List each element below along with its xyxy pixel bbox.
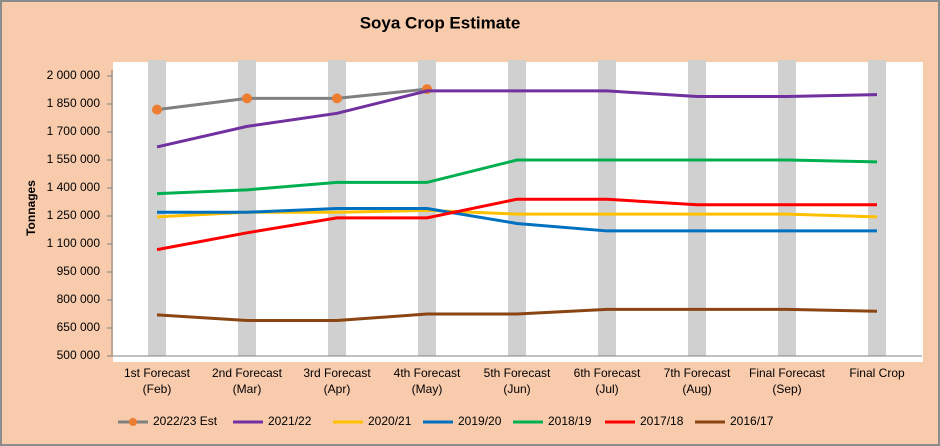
x-tick-label: Final Forecast (Sep) <box>749 366 826 396</box>
legend-label: 2019/20 <box>458 414 502 428</box>
legend-marker <box>129 418 137 426</box>
x-tick-label: 7th Forecast (Aug) <box>664 366 731 396</box>
y-tick-label: 1 550 000 <box>47 152 101 166</box>
column-band <box>508 60 526 356</box>
x-tick-label: 1st Forecast (Feb) <box>124 366 191 396</box>
series-line <box>156 197 877 252</box>
x-tick-label: 3rd Forecast (Apr) <box>303 366 371 396</box>
legend-label: 2016/17 <box>730 414 774 428</box>
legend-label: 2017/18 <box>640 414 684 428</box>
y-tick-label: 1 400 000 <box>47 180 101 194</box>
x-tick-label: 6th Forecast (Jul) <box>574 366 641 396</box>
column-band <box>148 60 166 356</box>
y-tick-label: 1 700 000 <box>47 124 101 138</box>
x-tick-label: 2nd Forecast (Mar) <box>212 366 283 396</box>
y-tick-label: 2 000 000 <box>47 68 101 82</box>
legend-label: 2022/23 Est <box>153 414 218 428</box>
column-band <box>238 60 256 356</box>
x-tick-label: Final Crop <box>849 366 905 380</box>
y-tick-label: 650 000 <box>57 320 101 334</box>
chart-title: Soya Crop Estimate <box>360 13 521 32</box>
x-tick-label: 4th Forecast (May) <box>394 366 461 396</box>
y-tick-label: 1 850 000 <box>47 96 101 110</box>
series-line <box>156 89 878 149</box>
series-line <box>157 207 877 233</box>
series-line <box>156 307 878 323</box>
y-tick-label: 1 250 000 <box>47 208 101 222</box>
y-tick-label: 1 100 000 <box>47 236 101 250</box>
column-band <box>868 60 886 356</box>
column-band <box>598 60 616 356</box>
y-tick-label: 800 000 <box>57 292 101 306</box>
series-marker <box>242 93 252 104</box>
series-line <box>156 158 878 196</box>
y-axis-title: Tonnages <box>24 180 38 236</box>
y-tick-label: 950 000 <box>57 264 101 278</box>
series-line <box>156 87 428 112</box>
legend-label: 2018/19 <box>548 414 592 428</box>
legend-label: 2021/22 <box>268 414 312 428</box>
y-tick-label: 500 000 <box>57 348 101 362</box>
legend-label: 2020/21 <box>368 414 412 428</box>
series-marker <box>152 104 162 115</box>
x-tick-label: 5th Forecast (Jun) <box>484 366 551 396</box>
column-band <box>778 60 796 356</box>
column-band <box>688 60 706 356</box>
series-marker <box>332 93 342 104</box>
